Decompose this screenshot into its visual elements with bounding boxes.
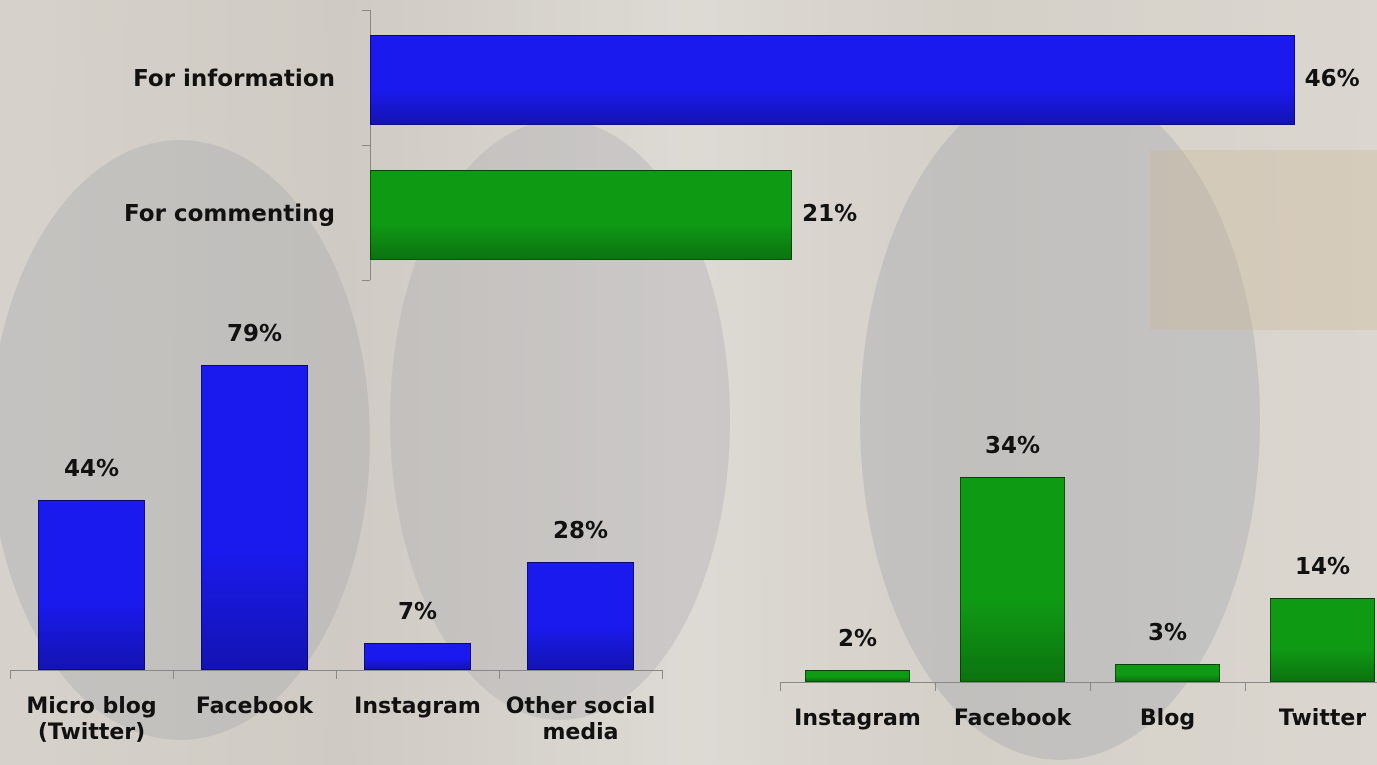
tick-mark xyxy=(662,670,663,679)
category-label: Micro blog (Twitter) xyxy=(26,694,157,745)
tick-mark xyxy=(499,670,500,679)
bar xyxy=(370,35,1295,125)
bar xyxy=(960,476,1065,682)
tick-mark xyxy=(173,670,174,679)
category-label: Other social media xyxy=(505,694,656,745)
tick-mark xyxy=(362,280,370,281)
bar xyxy=(527,561,634,670)
tick-mark xyxy=(1090,682,1091,691)
value-label: 34% xyxy=(984,432,1041,459)
bar xyxy=(38,500,145,670)
category-label: Facebook xyxy=(953,706,1072,731)
value-label: 2% xyxy=(837,625,878,652)
value-label: 79% xyxy=(226,321,283,348)
value-label: 21% xyxy=(802,201,858,227)
tick-mark xyxy=(336,670,337,679)
value-label: 46% xyxy=(1304,66,1360,92)
tick-mark xyxy=(10,670,11,679)
value-label: 28% xyxy=(552,517,609,544)
value-label: 44% xyxy=(63,456,120,483)
category-label: Blog xyxy=(1139,706,1196,731)
category-label: For information xyxy=(133,66,335,92)
category-label: Instagram xyxy=(794,706,921,731)
bar xyxy=(805,669,910,682)
category-label: For commenting xyxy=(124,201,335,227)
value-label: 3% xyxy=(1147,619,1188,646)
tick-mark xyxy=(1245,682,1246,691)
tick-mark xyxy=(362,145,370,146)
x-axis xyxy=(780,682,1377,683)
value-label: 14% xyxy=(1294,553,1351,580)
bar xyxy=(1270,597,1375,682)
category-label: Twitter xyxy=(1278,706,1367,731)
tick-mark xyxy=(935,682,936,691)
bar xyxy=(1115,663,1220,682)
bar xyxy=(370,170,793,260)
tick-mark xyxy=(362,10,370,11)
category-label: Facebook xyxy=(195,694,314,719)
bar xyxy=(364,642,471,670)
category-label: Instagram xyxy=(354,694,481,719)
value-label: 7% xyxy=(397,598,438,625)
tick-mark xyxy=(780,682,781,691)
bar xyxy=(201,365,308,670)
y-axis xyxy=(370,10,371,280)
